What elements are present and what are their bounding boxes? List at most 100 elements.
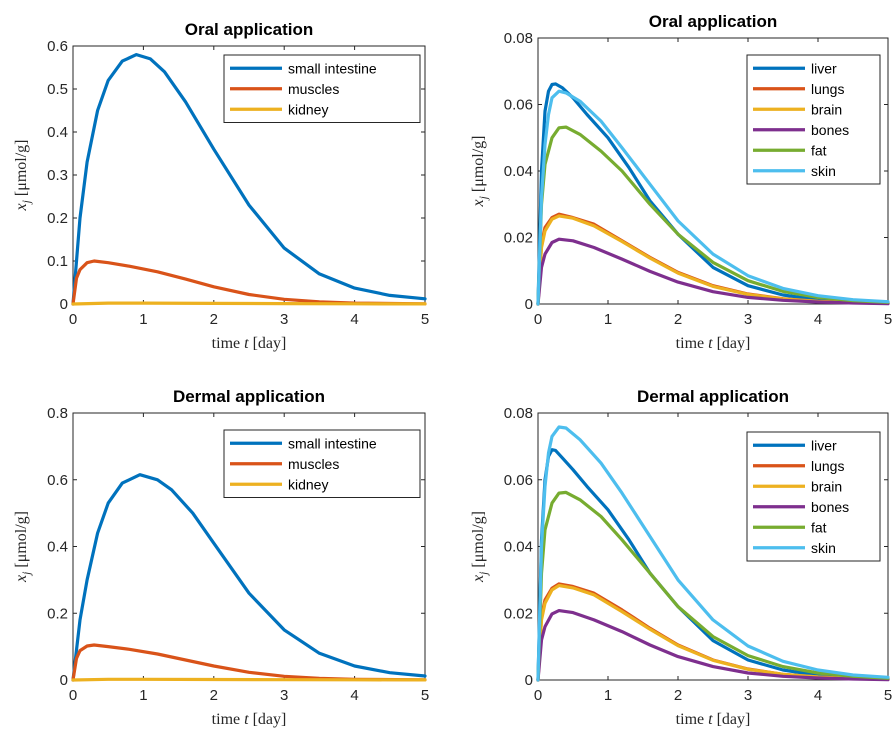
x-tick-label: 1 [604, 687, 612, 704]
legend: liver lungs brain bones fat skin [746, 54, 881, 185]
series-line-kidney [71, 301, 427, 306]
y-tick-label: 0.2 [47, 605, 68, 622]
y-tick-label: 0.6 [47, 472, 68, 489]
chart-panel-2: Oral application 0 1 2 3 4 5 0 0.02 0.04 0.06 0.08 t… [470, 12, 892, 352]
legend: liver lungs brain bones fat skin [746, 431, 881, 562]
legend-label: kidney [288, 101, 328, 117]
legend-label: small intestine [288, 60, 377, 76]
y-tick-label: 0 [525, 296, 533, 313]
x-tick-label: 2 [674, 687, 682, 704]
x-tick-label: 3 [280, 687, 288, 704]
x-tick-label: 4 [814, 311, 822, 328]
legend-label: fat [811, 142, 827, 158]
chart-panel-3: Dermal application 0 1 2 3 4 5 0 0.2 0.4 0.6 0.8 tim… [13, 387, 429, 728]
chart-title: Oral application [649, 12, 777, 31]
x-tick-label: 5 [884, 687, 892, 704]
y-axis-label: xj [μmol/g] [470, 135, 490, 207]
series-line-kidney [71, 677, 427, 682]
legend-label: bones [811, 499, 849, 515]
chart-title: Dermal application [173, 387, 325, 406]
y-tick-label: 0.06 [504, 97, 533, 114]
x-tick-label: 1 [139, 687, 147, 704]
x-tick-label: 4 [350, 311, 358, 328]
legend: small intestine muscles kidney [223, 429, 421, 498]
y-tick-label: 0.04 [504, 163, 533, 180]
x-axis-label: time t [day] [212, 335, 287, 352]
legend-label: fat [811, 519, 827, 535]
y-tick-label: 0.06 [504, 472, 533, 489]
series-line-small-intestine [71, 52, 427, 306]
x-axis-label: time t [day] [212, 711, 287, 728]
x-axis-label: time t [day] [676, 335, 751, 352]
series-line-bones [536, 608, 890, 682]
legend-label: brain [811, 478, 842, 494]
y-axis-label: xj [μmol/g] [13, 139, 33, 211]
legend: small intestine muscles kidney [223, 54, 421, 123]
series-line-liver [536, 82, 890, 306]
x-axis-label: time t [day] [676, 711, 751, 728]
legend-label: liver [811, 60, 837, 76]
y-tick-label: 0.3 [47, 167, 68, 184]
chart-title: Dermal application [637, 387, 789, 406]
x-tick-label: 5 [421, 687, 429, 704]
y-tick-label: 0.2 [47, 210, 68, 227]
y-tick-label: 0.8 [47, 405, 68, 422]
x-tick-label: 0 [69, 311, 77, 328]
x-tick-label: 5 [884, 311, 892, 328]
x-tick-label: 4 [350, 687, 358, 704]
legend-label: muscles [288, 81, 339, 97]
y-tick-label: 0.04 [504, 539, 533, 556]
y-tick-label: 0.02 [504, 230, 533, 247]
x-tick-label: 4 [814, 687, 822, 704]
legend-label: lungs [811, 81, 844, 97]
legend-label: liver [811, 437, 837, 453]
chart-panel-1: Oral application 0 1 2 3 4 5 0 0.1 0.2 0.3 0.4 0.5 0.… [13, 20, 429, 352]
y-tick-label: 0.6 [47, 38, 68, 55]
series-line-skin [536, 89, 890, 306]
x-tick-label: 0 [534, 311, 542, 328]
legend-box [746, 431, 881, 562]
series-line-muscles [71, 643, 427, 682]
y-tick-label: 0 [60, 672, 68, 689]
legend-label: muscles [288, 456, 339, 472]
legend-label: brain [811, 101, 842, 117]
x-tick-label: 2 [210, 687, 218, 704]
legend-label: skin [811, 540, 836, 556]
legend-box [746, 54, 881, 185]
chart-title: Oral application [185, 20, 313, 39]
legend-label: lungs [811, 458, 844, 474]
series-line-fat [536, 125, 890, 306]
y-tick-label: 0.1 [47, 253, 68, 270]
series-line-bones [536, 237, 890, 306]
x-tick-label: 5 [421, 311, 429, 328]
y-tick-label: 0.4 [47, 124, 68, 141]
chart-panel-4: Dermal application 0 1 2 3 4 5 0 0.02 0.04 0.06 0.0… [470, 387, 892, 728]
x-tick-label: 1 [139, 311, 147, 328]
x-tick-label: 3 [744, 311, 752, 328]
x-tick-label: 3 [744, 687, 752, 704]
x-tick-label: 3 [280, 311, 288, 328]
y-tick-label: 0 [525, 672, 533, 689]
series-line-small-intestine [71, 473, 427, 682]
x-tick-label: 0 [534, 687, 542, 704]
y-axis-label: xj [μmol/g] [13, 511, 33, 583]
series-line-skin [536, 425, 890, 682]
y-tick-label: 0.4 [47, 539, 68, 556]
y-axis-label: xj [μmol/g] [470, 511, 490, 583]
legend-label: small intestine [288, 435, 377, 451]
x-tick-label: 2 [210, 311, 218, 328]
series-line-muscles [71, 259, 427, 306]
legend-label: skin [811, 163, 836, 179]
legend-label: bones [811, 122, 849, 138]
x-tick-label: 2 [674, 311, 682, 328]
x-tick-label: 0 [69, 687, 77, 704]
y-tick-label: 0.02 [504, 605, 533, 622]
y-tick-label: 0.08 [504, 405, 533, 422]
legend-label: kidney [288, 476, 328, 492]
x-tick-label: 1 [604, 311, 612, 328]
y-tick-label: 0.5 [47, 81, 68, 98]
series-line-fat [536, 490, 890, 682]
y-tick-label: 0.08 [504, 30, 533, 47]
y-tick-label: 0 [60, 296, 68, 313]
